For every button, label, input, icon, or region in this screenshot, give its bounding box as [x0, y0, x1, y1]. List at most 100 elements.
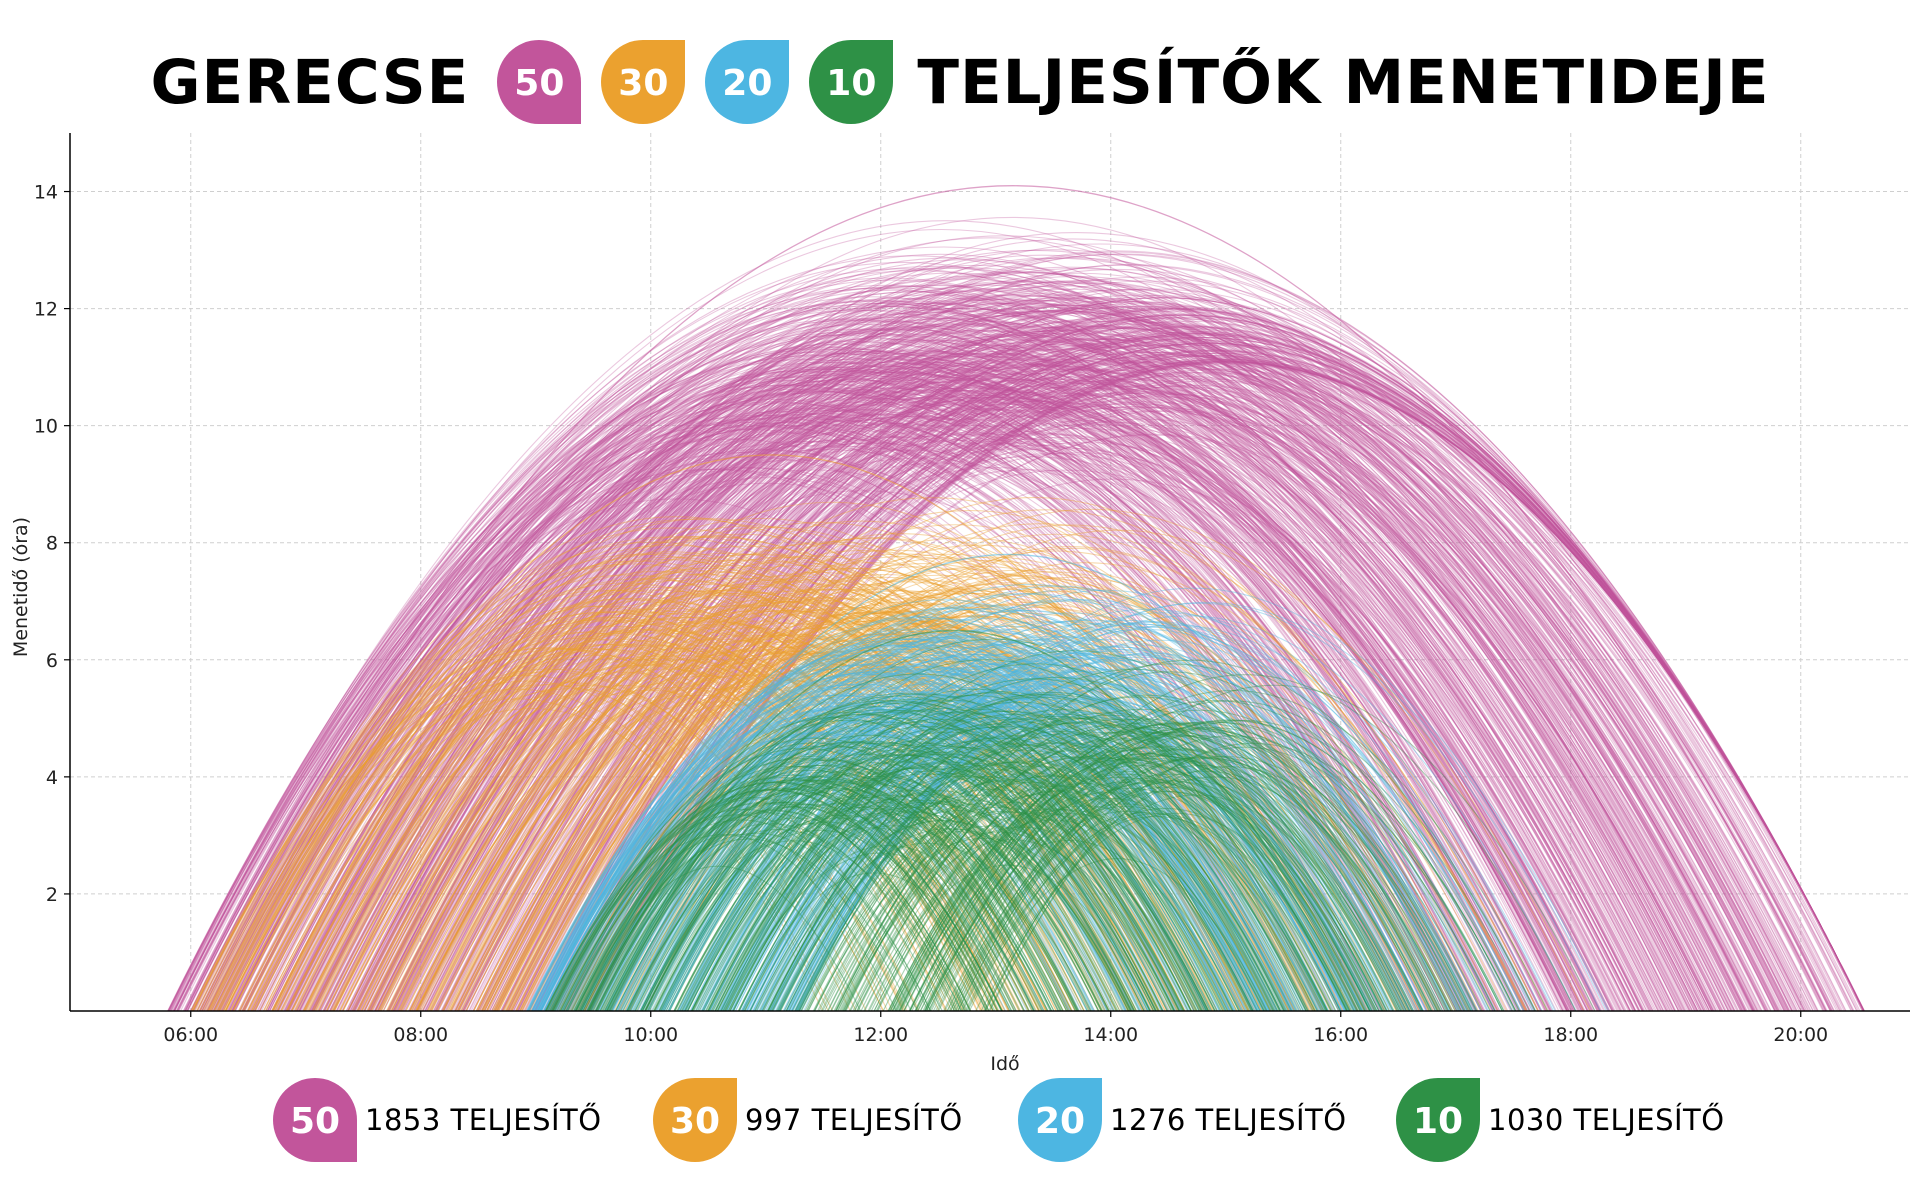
curve-30: [507, 634, 1249, 1012]
curve-50: [313, 238, 1832, 1012]
curve-10: [628, 762, 1118, 1012]
curve-20: [667, 652, 1372, 1012]
curve-50: [325, 355, 1613, 1012]
curve-50: [313, 365, 1583, 1012]
curve-10: [589, 746, 1110, 1012]
curve-20: [590, 712, 1178, 1012]
curve-10: [563, 788, 1003, 1012]
curve-50: [586, 360, 1865, 1012]
curve-30: [409, 611, 1195, 1012]
curve-30: [477, 524, 1434, 1012]
curve-10: [938, 773, 1405, 1012]
curve-10: [626, 840, 962, 1012]
curve-20: [663, 639, 1394, 1012]
curve-10: [590, 693, 1215, 1012]
curve-20: [725, 723, 1291, 1012]
curve-50: [411, 325, 1759, 1012]
curve-30: [457, 556, 1353, 1012]
curve-20: [631, 777, 1091, 1012]
curve-10: [898, 797, 1318, 1012]
curve-20: [617, 670, 1287, 1012]
curve-50: [313, 426, 1463, 1012]
curve-50: [311, 232, 1842, 1012]
curve-50: [221, 467, 1290, 1012]
axes: 06:00 08:00 10:00 12:00 14:00 16:00 18:00 20:00…: [34, 133, 1910, 1046]
curve-50: [259, 386, 1486, 1012]
curve-50: [256, 459, 1341, 1012]
curve-50: [286, 250, 1782, 1012]
curve-30: [295, 571, 1159, 1012]
curve-50: [282, 302, 1676, 1012]
curve-50: [374, 345, 1683, 1012]
curve-30: [447, 621, 1213, 1012]
curve-20: [735, 691, 1363, 1012]
curve-30: [479, 652, 1185, 1012]
curve-30: [480, 617, 1255, 1012]
curve-20: [579, 711, 1169, 1012]
curve-50: [362, 339, 1682, 1012]
curve-50: [225, 351, 1521, 1012]
curve-50: [353, 306, 1738, 1012]
curve-50: [539, 392, 1755, 1012]
legend-item-30: 30 997 TELJESÍTŐ: [653, 1078, 963, 1162]
curve-10: [903, 754, 1408, 1012]
curve-50: [400, 326, 1746, 1012]
curve-30: [219, 616, 994, 1012]
curve-30: [229, 620, 998, 1012]
curve-30: [338, 651, 1047, 1012]
curve-50: [462, 297, 1865, 1012]
curve-30: [192, 563, 1072, 1012]
curve-10: [744, 764, 1229, 1012]
curve-10: [830, 696, 1449, 1012]
curve-20: [618, 674, 1281, 1012]
curve-20: [668, 711, 1257, 1012]
curve-50: [515, 423, 1670, 1012]
curve-50: [206, 456, 1296, 1012]
curve-50: [169, 371, 1428, 1012]
curve-50: [585, 360, 1865, 1012]
curve-30: [238, 644, 960, 1012]
curve-50: [302, 386, 1531, 1012]
curve-20: [565, 707, 1162, 1012]
curve-10: [724, 726, 1285, 1012]
curve-50: [388, 279, 1826, 1012]
curve-10: [645, 754, 1151, 1012]
curve-10: [663, 712, 1252, 1012]
curve-50: [347, 404, 1540, 1012]
curve-50: [231, 357, 1515, 1012]
curve-10: [842, 726, 1402, 1012]
curve-50: [533, 333, 1865, 1012]
curve-10: [707, 710, 1298, 1012]
curve-20: [537, 684, 1181, 1012]
curve-20: [742, 723, 1307, 1012]
curve-20: [704, 682, 1350, 1012]
curve-50: [462, 402, 1659, 1012]
curve-20: [543, 692, 1168, 1012]
curve-10: [609, 781, 1061, 1012]
curve-30: [243, 577, 1095, 1012]
curve-20: [659, 663, 1342, 1012]
curve-30: [451, 607, 1246, 1012]
curve-50: [320, 329, 1659, 1012]
curve-50: [466, 337, 1790, 1012]
curve-50: [291, 374, 1542, 1012]
curve-50: [299, 299, 1699, 1012]
curve-50: [373, 296, 1779, 1012]
curve-50: [460, 335, 1788, 1012]
curve-10: [644, 708, 1240, 1012]
curve-30: [412, 688, 1047, 1012]
curve-20: [596, 676, 1256, 1012]
curve-50: [534, 390, 1753, 1012]
curve-10: [595, 787, 1035, 1012]
curve-10: [903, 752, 1411, 1012]
curve-10: [573, 778, 1030, 1012]
curve-50: [477, 341, 1793, 1012]
curve-10: [551, 742, 1079, 1012]
curve-10: [595, 711, 1184, 1012]
curve-10: [586, 709, 1180, 1012]
curve-50: [310, 376, 1557, 1012]
curve-50: [314, 417, 1482, 1012]
curve-20: [760, 623, 1522, 1012]
curve-30: [578, 583, 1418, 1012]
curve-20: [702, 642, 1427, 1012]
